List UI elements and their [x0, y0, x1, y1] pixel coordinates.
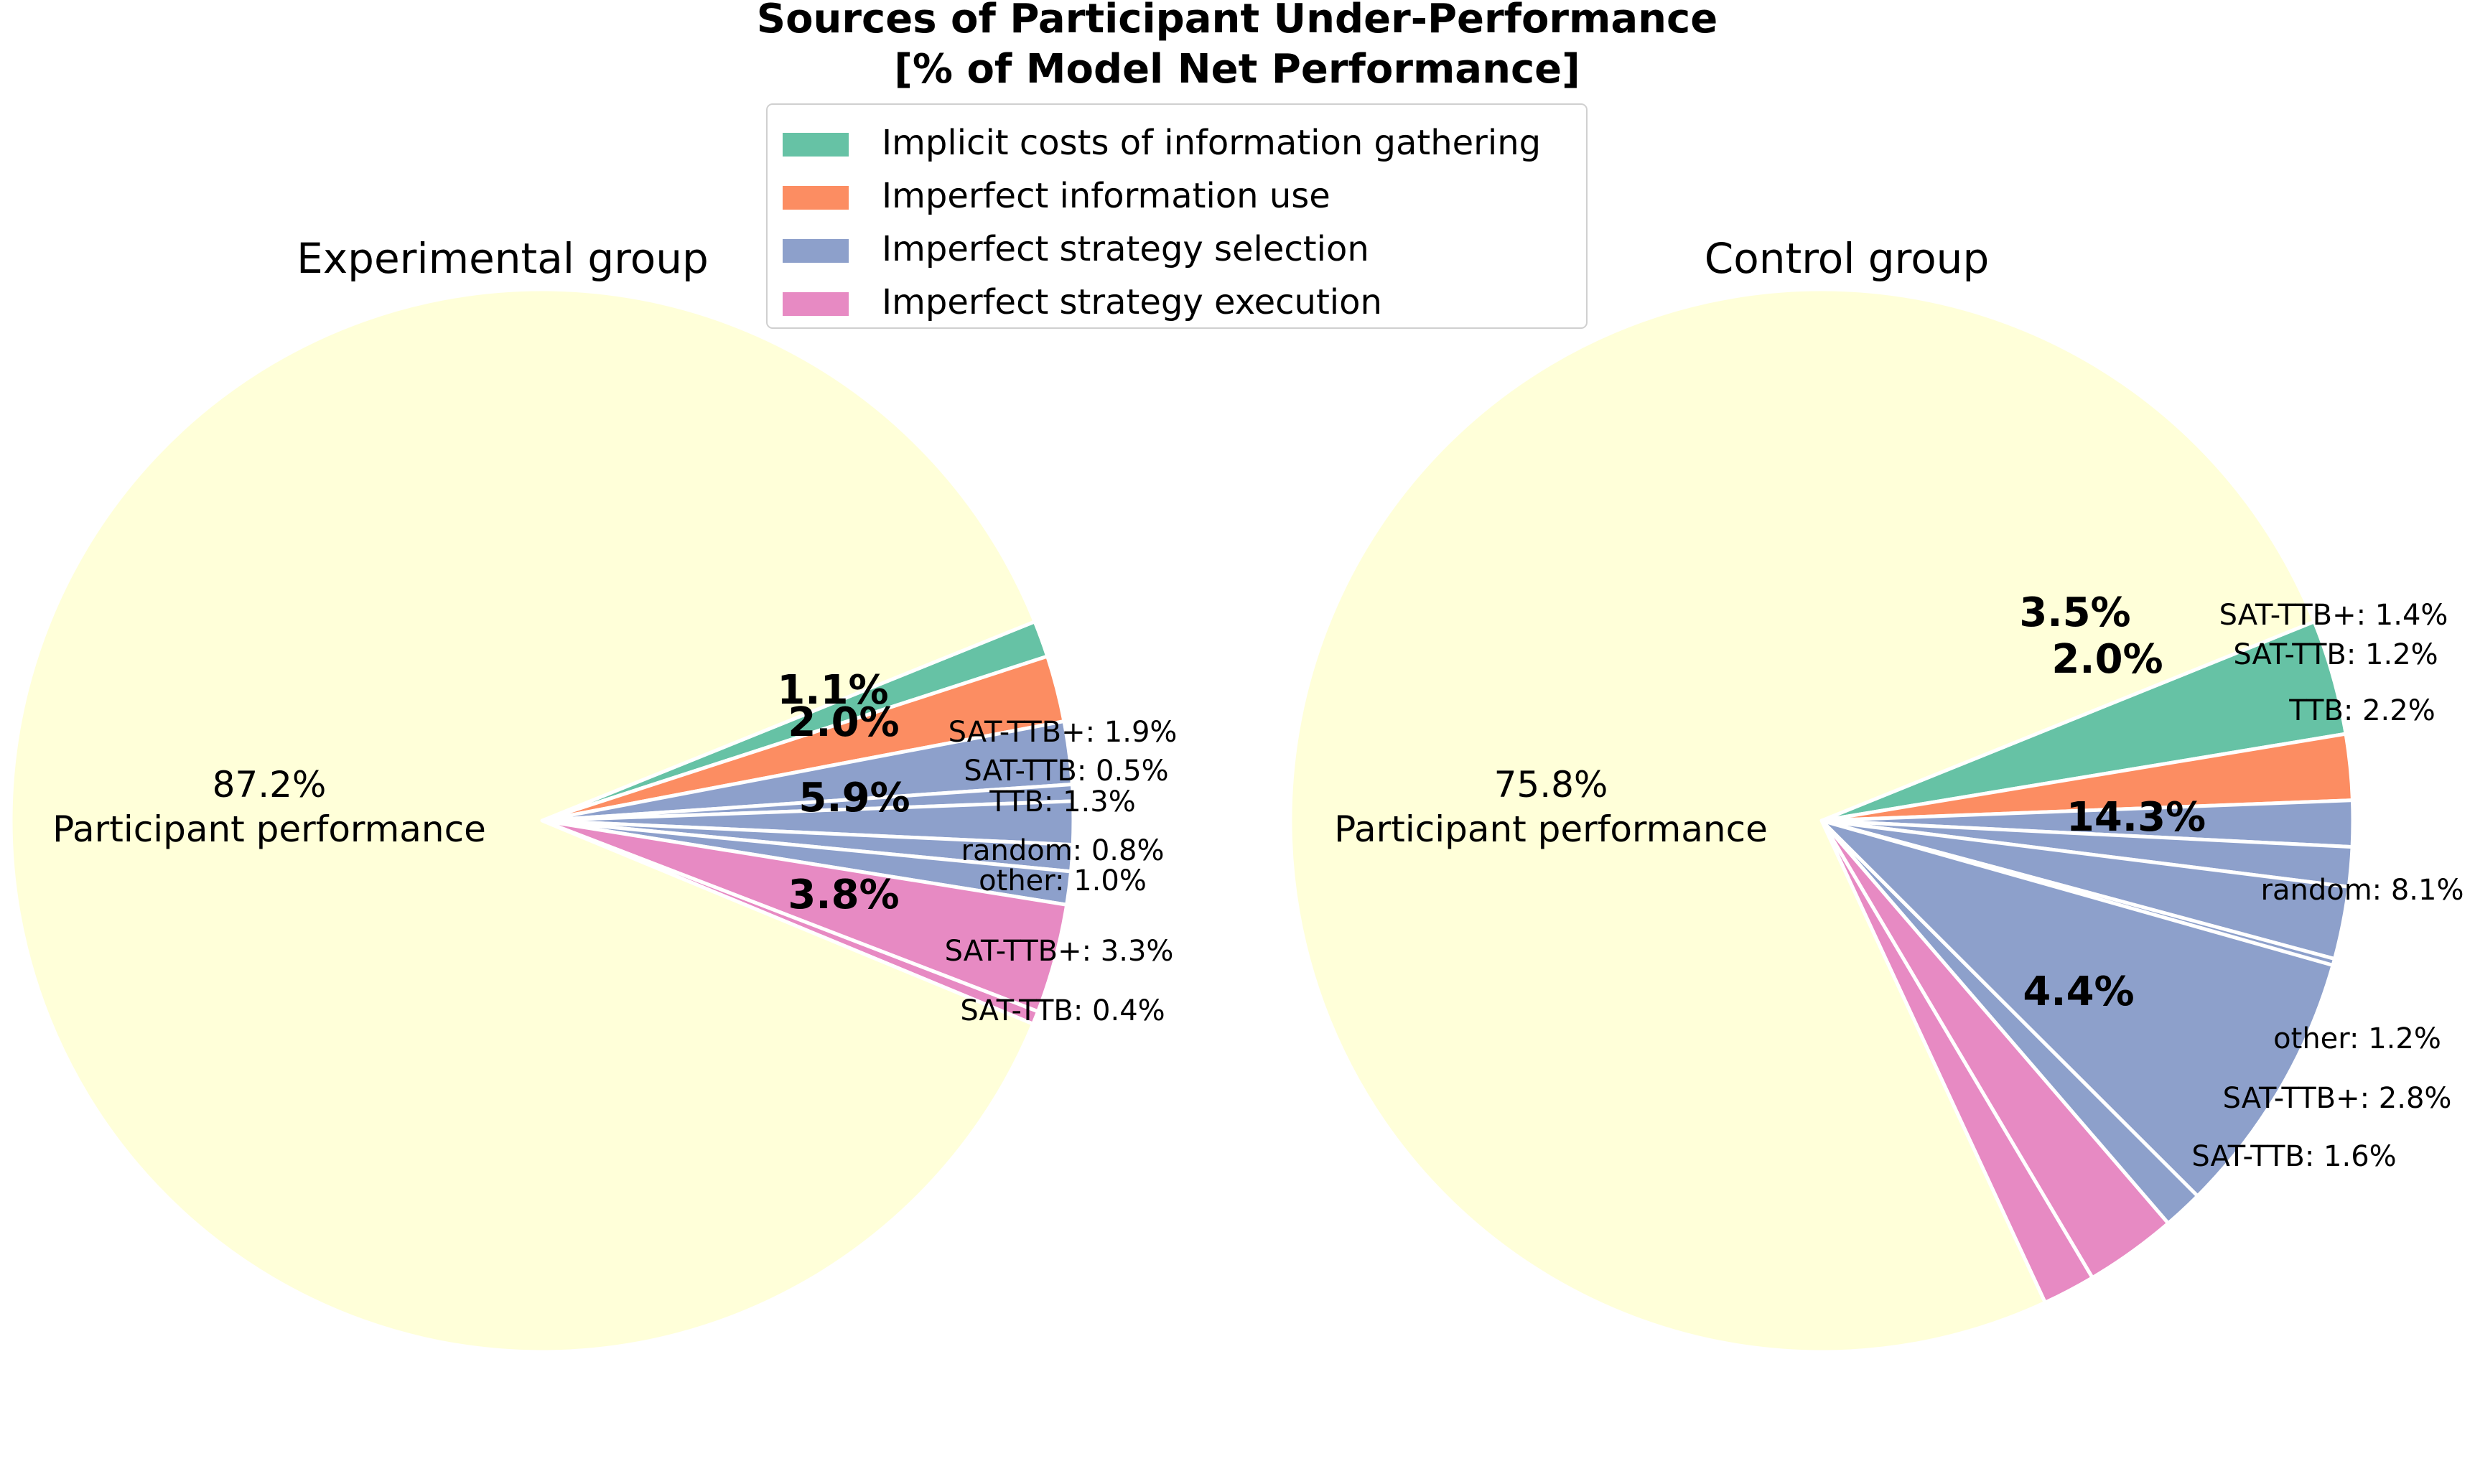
legend-swatch [783, 239, 849, 263]
slice-label: SAT-TTB+: 1.9% [948, 716, 1178, 749]
slice-label: random: 0.8% [961, 834, 1165, 867]
group-total-label: 2.0% [2051, 636, 2163, 683]
group-total-label: 5.9% [798, 775, 910, 821]
legend-swatch [783, 133, 849, 157]
participant-text-label: Participant performance [52, 808, 486, 850]
pie-title: Control group [1705, 234, 1990, 283]
group-total-label: 14.3% [2066, 794, 2206, 841]
slice-label: SAT-TTB: 1.2% [2233, 638, 2438, 671]
legend: Implicit costs of information gathering I… [766, 103, 1588, 329]
slice-label: random: 8.1% [2261, 874, 2464, 907]
pie-experimental: SAT-TTB+: 1.9% SAT-TTB: 0.5%TTB: 1.3% rand… [9, 234, 1178, 1354]
group-total-label: 4.4% [2023, 969, 2134, 1015]
legend-frame [766, 103, 1588, 329]
figure-title-line-1: Sources of Participant Under-Performance [757, 0, 1717, 42]
slice-label: other: 1.2% [2273, 1022, 2441, 1055]
slice-label: other: 1.0% [979, 864, 1147, 897]
group-total-label: 2.0% [788, 699, 899, 746]
slice-label: SAT-TTB: 1.6% [2191, 1140, 2396, 1173]
pie-control: SAT-TTB+: 1.4% SAT-TTB: 1.2% TTB: 2.2% rand… [1288, 234, 2464, 1354]
legend-label: Imperfect strategy selection [882, 229, 1369, 269]
legend-label: Implicit costs of information gathering [882, 123, 1541, 163]
pie-slice-strategy_selection [1819, 818, 2335, 1198]
pie-slice-participant [1288, 287, 2316, 1354]
group-total-label: 1.1% [777, 667, 888, 714]
slice-label: TTB: 2.2% [2288, 694, 2435, 727]
slice-label: SAT-TTB: 0.5% [964, 755, 1168, 788]
group-total-label: 3.5% [2019, 589, 2130, 636]
legend-swatch [783, 292, 849, 316]
pie-title: Experimental group [297, 234, 709, 283]
slice-label: TTB: 1.3% [989, 785, 1135, 818]
slice-label: SAT-TTB+: 2.8% [2223, 1082, 2452, 1115]
legend-swatch [783, 186, 849, 210]
legend-label: Imperfect information use [882, 176, 1330, 216]
participant-text-label: Participant performance [1334, 808, 1768, 850]
legend-label: Imperfect strategy execution [882, 282, 1382, 322]
slice-label: SAT-TTB+: 1.4% [2219, 599, 2448, 632]
slice-label: SAT-TTB+: 3.3% [945, 935, 1174, 968]
participant-value-label: 87.2% [213, 764, 327, 806]
pie-slice-participant [9, 287, 1037, 1354]
slice-label: SAT-TTB: 0.4% [960, 994, 1165, 1027]
figure-title-line-2: [% of Model Net Performance] [894, 46, 1580, 93]
pies-layer: SAT-TTB+: 1.9% SAT-TTB: 0.5%TTB: 1.3% rand… [9, 234, 2464, 1354]
group-total-label: 3.8% [788, 872, 899, 918]
participant-value-label: 75.8% [1494, 764, 1608, 806]
